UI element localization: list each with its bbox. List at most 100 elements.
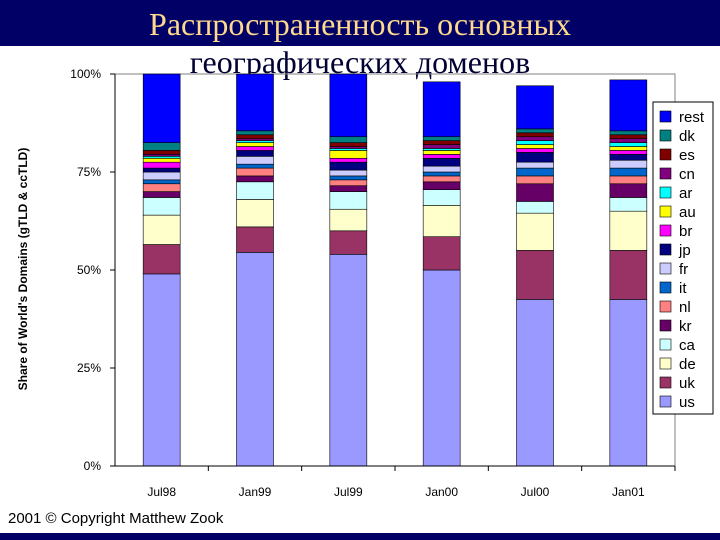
bar-segment-de [422, 205, 461, 237]
bar-segment-dk [516, 128, 554, 134]
legend-swatch-ar [659, 186, 672, 199]
bar-segment-de [236, 199, 274, 228]
bar-segment-es [516, 132, 554, 138]
bar-segment-br [422, 154, 461, 159]
bar-segment-us [142, 273, 181, 467]
bar-segment-ca [142, 197, 181, 216]
bar-segment-jp [236, 150, 274, 157]
bar-segment-au [516, 144, 554, 149]
bar-segment-fr [329, 169, 368, 177]
bar-segment-kr [422, 181, 461, 190]
bar-segment-ar [516, 140, 554, 145]
bar-segment-br [516, 148, 554, 153]
bar-segment-nl [236, 167, 274, 177]
bar-segment-br [329, 157, 368, 163]
bar-segment-fr [422, 165, 461, 173]
bar-segment-es [236, 134, 274, 139]
bar-segment-de [516, 212, 554, 251]
bar-segment-jp [516, 152, 554, 163]
bar-segment-ca [236, 181, 274, 200]
bar-segment-rest [609, 79, 648, 132]
x-tick-label: Jan01 [612, 485, 645, 499]
bar-segment-kr [516, 183, 554, 202]
bar-segment-de [329, 208, 368, 232]
legend-swatch-cn [659, 167, 672, 180]
bar-segment-it [329, 175, 368, 181]
bar-segment-us [609, 299, 648, 467]
bar-segment-fr [609, 159, 648, 169]
legend-swatch-rest [659, 110, 672, 123]
legend-swatch-nl [659, 300, 672, 313]
y-tick-label: 50% [77, 263, 101, 277]
bar-segment-ca [516, 201, 554, 214]
legend-label-it: it [679, 280, 687, 297]
bar-segment-au [236, 142, 274, 147]
legend-swatch-es [659, 148, 672, 161]
x-tick-label: Jul98 [147, 485, 176, 499]
legend-label-uk: uk [679, 375, 695, 392]
legend-label-nl: nl [679, 299, 691, 316]
legend-swatch-ca [659, 338, 672, 351]
bar-segment-rest [142, 73, 181, 143]
x-tick-label: Jul00 [521, 485, 550, 499]
title-bar [0, 0, 720, 46]
legend-label-dk: dk [679, 128, 695, 145]
legend-swatch-it [659, 281, 672, 294]
legend-label-us: us [679, 394, 695, 411]
bar-segment-us [329, 254, 368, 467]
bar-segment-it [609, 167, 648, 177]
bar-segment-us [236, 252, 274, 467]
legend-label-de: de [679, 356, 696, 373]
bar-segment-uk [609, 250, 648, 300]
legend-swatch-fr [659, 262, 672, 275]
bar-segment-ca [329, 191, 368, 210]
bar-segment-kr [236, 175, 274, 183]
x-tick-label: Jan00 [425, 485, 458, 499]
bar-segment-es [329, 142, 368, 147]
legend-swatch-dk [659, 129, 672, 142]
bar-segment-ar [609, 142, 648, 147]
bar-segment-it [142, 179, 181, 185]
legend-label-ca: ca [679, 337, 696, 354]
bar-segment-es [142, 150, 181, 155]
bar-segment-ca [609, 197, 648, 212]
bar-segment-es [609, 134, 648, 139]
legend-label-fr: fr [679, 261, 688, 278]
bar-segment-fr [516, 161, 554, 169]
legend-swatch-kr [659, 319, 672, 332]
bar-segment-fr [142, 171, 181, 181]
bar-segment-nl [142, 183, 181, 192]
bar-segment-au [142, 157, 181, 163]
bar-segment-dk [609, 130, 648, 136]
x-tick-label: Jul99 [334, 485, 363, 499]
legend-label-br: br [679, 223, 692, 240]
legend-swatch-au [659, 205, 672, 218]
bar-segment-nl [422, 175, 461, 183]
bar-segment-jp [329, 161, 368, 171]
legend-label-ar: ar [679, 185, 692, 202]
bar-segment-ca [422, 189, 461, 206]
bar-segment-jp [422, 157, 461, 167]
legend-label-cn: cn [679, 166, 695, 183]
bar-segment-rest [516, 85, 554, 130]
bar-segment-cn [516, 136, 554, 141]
x-tick-label: Jan99 [239, 485, 272, 499]
bar-segment-fr [236, 156, 274, 165]
bar-segment-us [422, 269, 461, 467]
slide-title-line1: Распространенность основных [149, 6, 571, 42]
bar-segment-de [609, 210, 648, 251]
bar-segment-br [609, 150, 648, 155]
bar-segment-cn [422, 144, 461, 149]
bar-segment-de [142, 214, 181, 245]
bar-segment-uk [329, 230, 368, 255]
legend-label-jp: jp [678, 242, 691, 259]
bar-segment-kr [609, 183, 648, 198]
bar-segment-au [609, 146, 648, 151]
legend-label-kr: kr [679, 318, 692, 335]
bar-segment-uk [236, 226, 274, 253]
bar-segment-uk [422, 236, 461, 271]
legend-swatch-jp [659, 243, 672, 256]
bar-segment-rest [236, 73, 274, 132]
bar-segment-it [236, 163, 274, 169]
